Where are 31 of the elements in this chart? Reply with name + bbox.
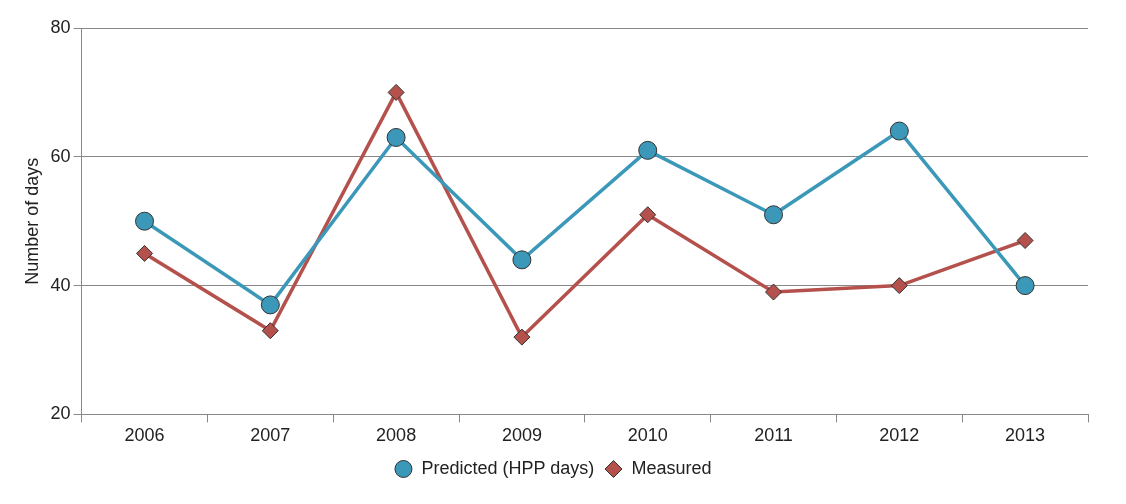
point	[639, 206, 657, 224]
legend-label: Predicted (HPP days)	[421, 457, 595, 478]
point	[764, 205, 784, 225]
point	[1015, 276, 1035, 296]
x-tick-label: 2007	[250, 425, 291, 446]
point	[135, 211, 155, 231]
point	[889, 121, 909, 141]
x-tick-label: 2009	[501, 425, 542, 446]
y-tick-label: 40	[50, 274, 71, 295]
point	[1016, 232, 1034, 250]
y-axis-title: Number of days	[21, 157, 42, 285]
y-tick-label: 60	[50, 145, 71, 166]
point	[260, 295, 280, 315]
point	[638, 140, 658, 160]
x-tick-label: 2010	[627, 425, 668, 446]
y-tick-label: 80	[50, 16, 71, 37]
point	[512, 250, 532, 270]
x-tick-label: 2013	[1005, 425, 1046, 446]
point	[765, 283, 783, 301]
point	[261, 322, 279, 340]
point	[386, 127, 406, 147]
point	[136, 244, 154, 262]
y-tick-label: 20	[50, 403, 71, 424]
point	[890, 277, 908, 295]
x-tick-label: 2012	[879, 425, 920, 446]
x-tick-label: 2006	[124, 425, 165, 446]
x-tick-label: 2008	[376, 425, 417, 446]
x-tick-label: 2011	[754, 425, 793, 446]
point	[387, 83, 405, 101]
point	[513, 328, 531, 346]
legend-label: Measured	[631, 457, 712, 478]
